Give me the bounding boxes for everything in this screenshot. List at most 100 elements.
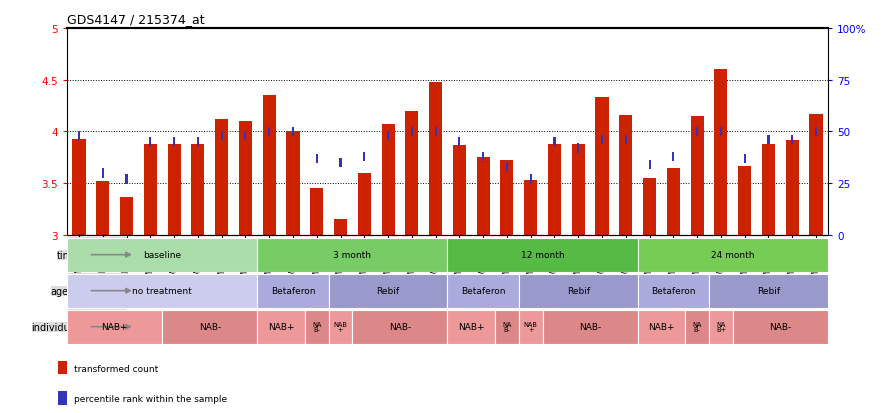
Bar	[405, 112, 417, 235]
Bar	[577, 144, 578, 153]
Bar	[600, 136, 603, 145]
Bar	[386, 132, 389, 141]
Text: Betaferon: Betaferon	[270, 287, 315, 295]
Bar	[482, 152, 484, 161]
Bar	[505, 163, 508, 172]
Bar	[125, 175, 128, 184]
Text: NA
B+: NA B+	[715, 321, 725, 332]
Bar	[637, 310, 685, 344]
Bar	[328, 310, 352, 344]
Bar	[785, 140, 797, 235]
Bar	[257, 238, 447, 272]
Text: NAB+: NAB+	[458, 323, 484, 331]
Text: 3 month: 3 month	[333, 251, 371, 259]
Bar	[339, 159, 342, 168]
Text: 12 month: 12 month	[520, 251, 564, 259]
Bar	[452, 146, 466, 235]
Bar	[571, 145, 584, 235]
Bar	[67, 310, 162, 344]
Bar	[67, 274, 257, 308]
Text: NAB-: NAB-	[578, 323, 601, 331]
Bar	[215, 120, 228, 235]
Text: NA
B-: NA B-	[692, 321, 701, 332]
Text: Betaferon: Betaferon	[650, 287, 695, 295]
Bar	[666, 169, 679, 235]
Bar	[102, 169, 104, 178]
Text: NA
B-: NA B-	[312, 321, 321, 332]
Bar	[191, 145, 204, 235]
Bar	[542, 310, 637, 344]
Bar	[719, 128, 721, 137]
Bar	[167, 145, 181, 235]
Bar	[257, 274, 328, 308]
Bar	[67, 237, 126, 273]
Bar	[310, 189, 323, 235]
Bar	[358, 173, 370, 235]
Bar	[428, 83, 442, 235]
Bar	[144, 145, 156, 235]
Bar	[316, 154, 317, 164]
Text: agent: agent	[51, 286, 79, 296]
Bar	[529, 175, 531, 184]
Bar	[524, 181, 536, 235]
Bar	[257, 310, 305, 344]
Text: time: time	[57, 250, 79, 260]
Bar	[78, 132, 80, 141]
Bar	[244, 132, 246, 141]
Text: NAB+: NAB+	[267, 323, 294, 331]
Bar	[619, 116, 632, 235]
Bar	[268, 128, 270, 137]
Text: percentile rank within the sample: percentile rank within the sample	[73, 394, 227, 403]
Text: NAB+: NAB+	[647, 323, 674, 331]
Text: NA
B-: NA B-	[502, 321, 511, 332]
Bar	[642, 179, 655, 235]
Bar	[447, 310, 494, 344]
Bar	[500, 161, 513, 235]
Bar	[595, 98, 608, 235]
Bar	[162, 310, 257, 344]
Bar	[434, 128, 436, 137]
Bar	[690, 116, 703, 235]
Bar	[547, 145, 561, 235]
Bar	[447, 238, 637, 272]
Bar	[67, 309, 126, 344]
Bar	[696, 128, 697, 137]
Bar	[67, 238, 257, 272]
Bar	[120, 197, 133, 235]
Bar	[447, 274, 519, 308]
Bar	[410, 128, 412, 137]
Text: Rebif: Rebif	[566, 287, 589, 295]
Text: individual: individual	[31, 322, 79, 332]
Bar	[352, 310, 447, 344]
Text: Rebif: Rebif	[376, 287, 400, 295]
Bar	[708, 310, 732, 344]
Text: no treatment: no treatment	[132, 287, 192, 295]
Bar	[808, 114, 822, 235]
Bar	[743, 154, 745, 164]
Bar	[220, 132, 223, 141]
Bar	[58, 361, 67, 375]
Bar	[58, 392, 67, 405]
Bar	[363, 152, 365, 161]
Bar	[305, 310, 328, 344]
Bar	[671, 152, 674, 161]
Bar	[239, 122, 252, 235]
Bar	[519, 274, 637, 308]
Text: NAB
+: NAB +	[333, 321, 347, 332]
Bar	[648, 161, 650, 170]
Text: baseline: baseline	[143, 251, 181, 259]
Text: Betaferon: Betaferon	[460, 287, 505, 295]
Bar	[97, 182, 109, 235]
Text: GDS4147 / 215374_at: GDS4147 / 215374_at	[67, 13, 205, 26]
Bar	[738, 166, 750, 235]
Bar	[262, 96, 275, 235]
Text: NAB-: NAB-	[768, 323, 790, 331]
Bar	[732, 310, 827, 344]
Text: 24 month: 24 month	[710, 251, 754, 259]
Bar	[477, 158, 489, 235]
Bar	[381, 125, 394, 235]
Bar	[333, 220, 347, 235]
Bar	[149, 138, 151, 147]
Bar	[708, 274, 827, 308]
Bar	[761, 145, 774, 235]
